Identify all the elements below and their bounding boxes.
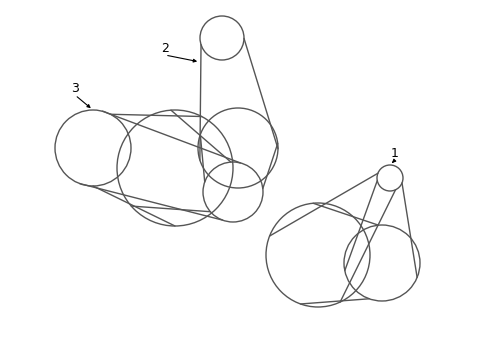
Text: 2: 2 bbox=[161, 42, 168, 55]
Text: 3: 3 bbox=[71, 82, 79, 95]
Text: 1: 1 bbox=[390, 147, 398, 160]
